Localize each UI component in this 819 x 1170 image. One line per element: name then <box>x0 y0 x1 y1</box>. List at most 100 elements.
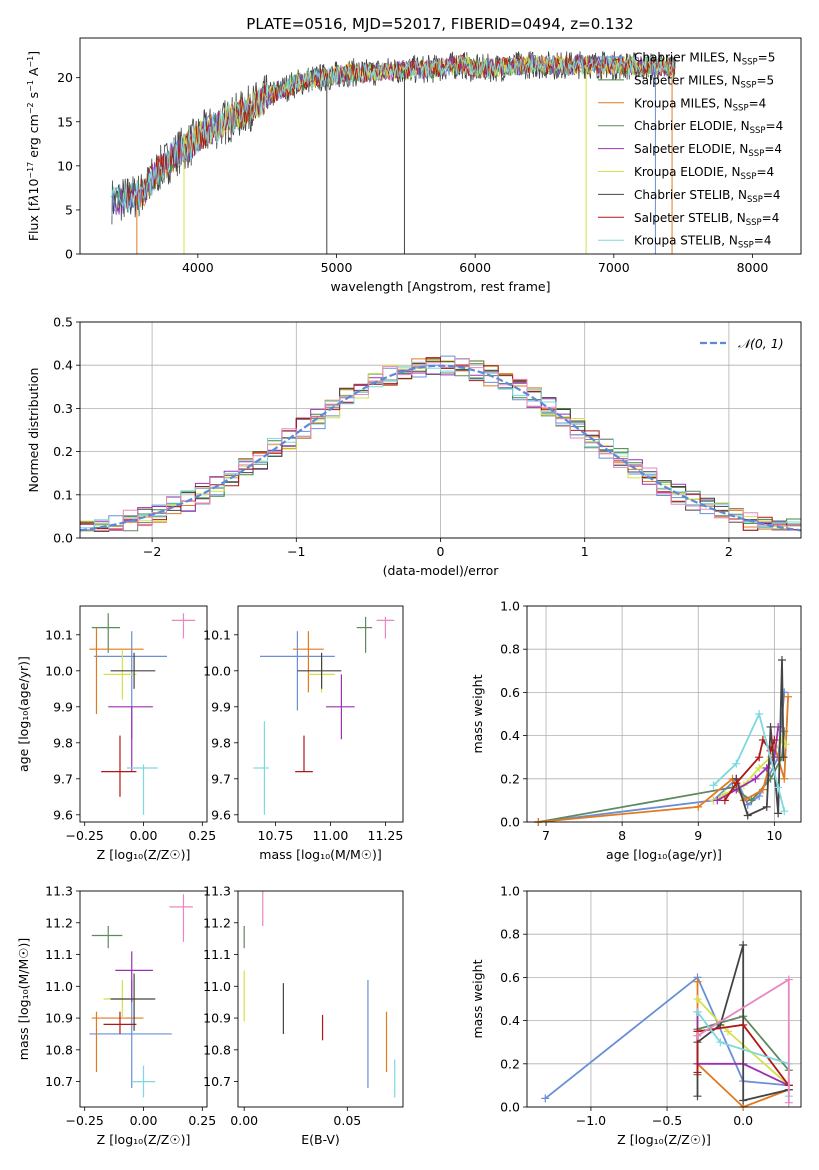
y-tick-label: 0.8 <box>500 642 520 657</box>
mass_vs_Z-frame <box>79 890 208 1108</box>
weight-marker <box>780 807 789 816</box>
spectrum-frame <box>79 37 802 255</box>
x-axis-label: Z [log₁₀(Z/Z☉)] <box>617 1132 711 1147</box>
weight-marker <box>732 759 741 768</box>
x-tick-label: 5000 <box>321 260 353 275</box>
weight-marker <box>693 1007 702 1016</box>
legend-entry: Salpeter STELIB, NSSP=4 <box>634 211 779 228</box>
y-tick-label: 0.2 <box>500 771 520 786</box>
weight-marker <box>755 753 764 762</box>
histogram-steps <box>79 355 802 532</box>
weight-marker <box>720 796 729 805</box>
y-tick-label: 0.2 <box>500 1056 520 1071</box>
weight-marker <box>758 785 767 794</box>
y-tick-label: 5 <box>65 202 73 217</box>
y-tick-label: 0.0 <box>500 815 520 830</box>
x-axis-label: wavelength [Angstrom, rest frame] <box>330 279 550 294</box>
spectrum-axes: 4000 5000 6000 7000 8000 0 5 10 15 20 wavelength [… <box>57 70 768 294</box>
weight-series-0 <box>544 975 789 1100</box>
weight-marker <box>693 1092 702 1101</box>
y-tick-label: 11.2 <box>45 915 73 930</box>
y-axis-label: mass weight <box>470 959 485 1038</box>
weight-marker <box>693 1068 702 1077</box>
y-tick-label: 10 <box>57 158 73 173</box>
y-tick-label: 1.0 <box>500 884 520 899</box>
x-axis-label: E(B-V) <box>301 1132 340 1147</box>
x-tick-label: 8 <box>618 828 626 843</box>
y-tick-label: 9.8 <box>53 735 73 750</box>
y-tick-label: 10.0 <box>203 663 231 678</box>
mass_vs_ebv-axes: 0.00 0.05 10.7 10.8 10.9 11.0 11.1 11.2 11.3 E(B-… <box>203 884 361 1148</box>
x-tick-label: 6000 <box>459 260 491 275</box>
y-tick-label: 9.6 <box>211 807 231 822</box>
y-axis-label: mass [log₁₀(M/M☉)] <box>16 938 31 1060</box>
x-tick-label: −0.25 <box>66 1113 104 1128</box>
x-tick-label: 0.00 <box>230 1113 258 1128</box>
x-axis-label: Z [log₁₀(Z/Z☉)] <box>97 847 191 862</box>
y-tick-label: 10.7 <box>203 1074 231 1089</box>
spectrum-legend: Chabrier MILES, NSSP=5 Salpeter MILES, NS… <box>598 51 783 251</box>
x-tick-label: 2 <box>725 544 733 559</box>
legend-entry: Chabrier MILES, NSSP=5 <box>634 51 775 68</box>
y-tick-label: 11.1 <box>203 947 231 962</box>
y-tick-label: 10.7 <box>45 1074 73 1089</box>
x-axis-label: Z [log₁₀(Z/Z☉)] <box>97 1132 191 1147</box>
y-tick-label: 10.9 <box>45 1011 73 1026</box>
mass_weight_vs_Z-axes: −1.0 −0.5 0.0 0.0 0.2 0.4 0.6 0.8 1.0 Z [log₁₀(Z/… <box>470 884 801 1147</box>
weight-marker <box>723 1027 732 1036</box>
y-tick-label: 0.2 <box>53 444 73 459</box>
y-tick-label: 0.0 <box>53 531 73 546</box>
y-axis-label: Normed distribution <box>26 368 41 493</box>
legend-entry: Salpeter ELODIE, NSSP=4 <box>634 142 782 159</box>
legend-entry: Kroupa MILES, NSSP=4 <box>634 96 766 113</box>
x-tick-label: −1 <box>287 544 305 559</box>
figure-title: PLATE=0516, MJD=52017, FIBERID=0494, z=0… <box>246 15 633 33</box>
legend-entry: Salpeter MILES, NSSP=5 <box>634 73 774 90</box>
mass_vs_Z-points <box>89 894 193 1098</box>
y-tick-label: 10.8 <box>203 1042 231 1057</box>
y-tick-label: 11.3 <box>45 884 73 899</box>
age_vs_mass-frame <box>237 605 404 823</box>
x-tick-label: 0.25 <box>188 828 216 843</box>
age_vs_Z-axes: −0.25 0.00 0.25 9.6 9.7 9.8 9.9 10.0 10.1 Z [log₁… <box>16 627 216 862</box>
mass_vs_Z-axes: −0.25 0.00 0.25 10.7 10.8 10.9 11.0 11.1 11.2 11.… <box>16 884 216 1148</box>
weight-marker <box>739 941 748 949</box>
y-tick-label: 10.0 <box>45 663 73 678</box>
y-tick-label: 11.3 <box>203 884 231 899</box>
y-tick-label: 9.9 <box>211 699 231 714</box>
age_vs_Z-points <box>89 613 196 815</box>
y-tick-label: 0.3 <box>53 401 73 416</box>
x-tick-label: −2 <box>143 544 161 559</box>
histogram-series-8 <box>80 358 801 531</box>
x-tick-label: 11.25 <box>368 828 404 843</box>
y-tick-label: 15 <box>57 114 73 129</box>
weight-series-4 <box>716 726 780 802</box>
weight-marker <box>780 774 789 783</box>
spectrum-y-axis-label: Flux [fλ10−17 erg cm−2 s−1 A−1] <box>26 51 41 241</box>
y-tick-label: 11.1 <box>45 947 73 962</box>
mass_weight_vs_age-axes: 7 8 9 10 0.0 0.2 0.4 0.6 0.8 1.0 age [log₁₀(age/yr… <box>470 599 801 862</box>
weight-marker <box>777 656 786 664</box>
y-tick-label: 9.7 <box>211 771 231 786</box>
weight-marker <box>766 722 775 731</box>
x-tick-label: 10 <box>766 828 782 843</box>
y-tick-label: 9.7 <box>53 771 73 786</box>
y-axis-label: age [log₁₀(age/yr)] <box>16 656 31 772</box>
y-tick-label: 0.8 <box>500 927 520 942</box>
x-tick-label: 8000 <box>737 260 769 275</box>
x-tick-label: 0.0 <box>733 1113 753 1128</box>
weight-marker <box>774 809 783 818</box>
weight-marker <box>755 710 764 718</box>
x-tick-label: 9 <box>694 828 702 843</box>
weight-marker <box>693 977 702 986</box>
weight-marker <box>739 1020 748 1029</box>
weight-marker <box>743 811 752 820</box>
weight-marker <box>541 1094 550 1103</box>
legend-entry: Kroupa STELIB, NSSP=4 <box>634 234 772 251</box>
weight-marker <box>770 735 779 744</box>
mass_weight_vs_Z-lines <box>541 941 793 1111</box>
x-tick-label: 10.75 <box>258 828 294 843</box>
y-tick-label: 0.0 <box>500 1100 520 1115</box>
x-tick-label: 0.00 <box>130 1113 158 1128</box>
y-tick-label: 0.4 <box>500 1013 520 1028</box>
